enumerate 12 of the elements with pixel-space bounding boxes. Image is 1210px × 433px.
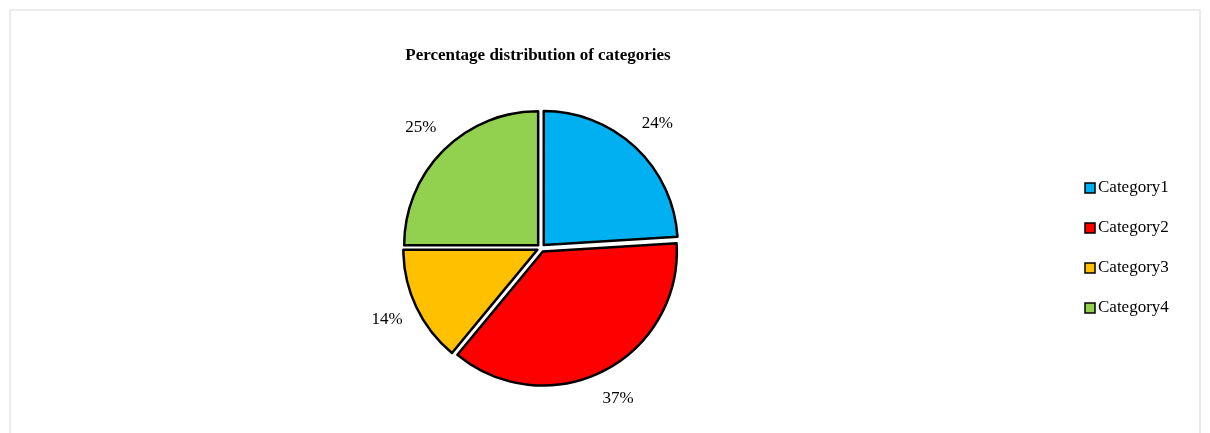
data-label: 37%: [602, 388, 634, 408]
legend-label: Category1: [1098, 176, 1169, 196]
data-label: 14%: [371, 309, 403, 329]
legend-label: Category2: [1098, 216, 1169, 236]
pie-slice: [402, 248, 539, 355]
data-label: 24%: [641, 112, 673, 132]
chart-title: Percentage distribution of categories: [405, 45, 672, 64]
legend-label: Category4: [1098, 296, 1170, 316]
data-label: 25%: [405, 116, 437, 136]
pie-slice: [402, 109, 540, 247]
pie-slice: [542, 109, 679, 247]
legend-label: Category3: [1098, 256, 1169, 276]
